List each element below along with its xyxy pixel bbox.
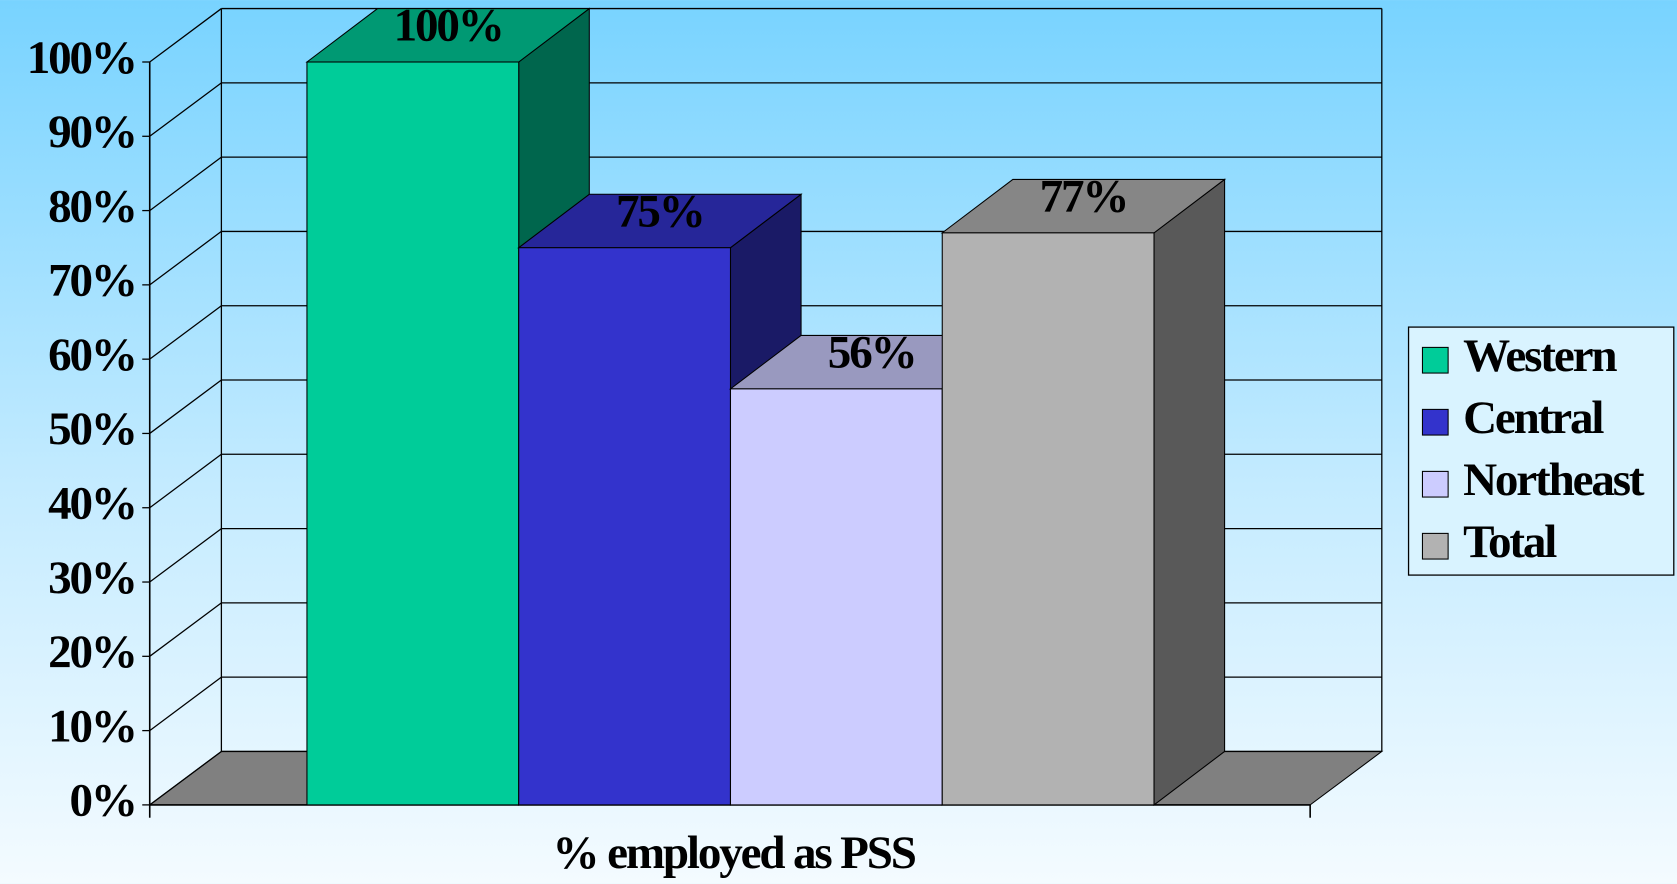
value-label: 75%: [616, 185, 704, 237]
legend-label: Total: [1463, 516, 1557, 568]
legend-label: Central: [1463, 392, 1604, 444]
side-grid-line: [149, 676, 222, 732]
y-tick-label: 60%: [48, 329, 136, 381]
bar: [518, 247, 732, 806]
bar: [941, 232, 1155, 806]
y-tick-label: 0%: [70, 775, 136, 827]
value-label: 77%: [1040, 171, 1128, 223]
side-grid-line: [149, 602, 222, 657]
y-tick-label: 70%: [48, 255, 136, 307]
side-grid-line: [149, 8, 222, 63]
side-grid-line: [149, 528, 222, 583]
bar: [306, 61, 520, 806]
bar: [729, 388, 943, 806]
side-grid-line: [149, 379, 222, 434]
y-tick-label: 100%: [27, 32, 136, 84]
side-grid-line: [149, 82, 222, 137]
side-grid-line: [149, 230, 222, 286]
side-grid-line: [149, 750, 222, 806]
legend-label: Western: [1463, 330, 1617, 382]
side-grid-line: [149, 156, 222, 212]
y-tick-label: 80%: [48, 180, 136, 232]
y-tick-label: 10%: [48, 700, 136, 752]
value-label: 56%: [828, 327, 916, 379]
x-axis-label: % employed as PSS: [553, 827, 916, 879]
value-label: 100%: [394, 0, 503, 52]
side-grid-line: [149, 453, 222, 509]
legend-swatch: [1421, 532, 1449, 560]
y-tick-label: 30%: [48, 552, 136, 604]
bar-side: [1153, 178, 1226, 806]
legend-swatch: [1421, 408, 1449, 436]
legend-box: [1407, 326, 1675, 576]
y-tick-label: 40%: [48, 478, 136, 530]
legend-swatch: [1421, 346, 1449, 374]
y-tick-label: 90%: [48, 106, 136, 158]
y-tick-label: 50%: [48, 403, 136, 455]
legend-swatch: [1421, 470, 1449, 498]
side-grid-line: [149, 305, 222, 360]
y-tick-label: 20%: [48, 626, 136, 678]
legend-label: Northeast: [1463, 454, 1645, 506]
